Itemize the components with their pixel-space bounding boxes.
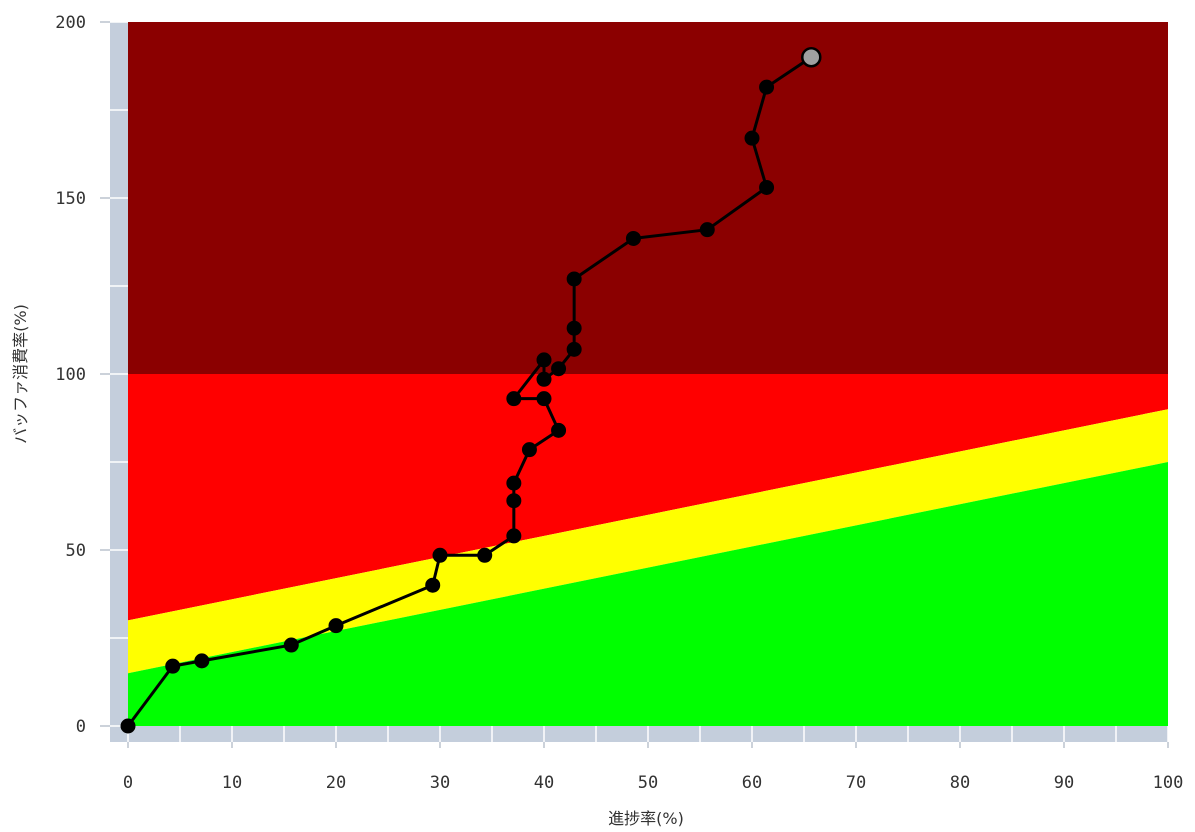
data-point	[328, 618, 344, 634]
data-point	[477, 547, 493, 563]
data-point	[625, 230, 641, 246]
data-point	[566, 341, 582, 357]
y-tick-label: 150	[55, 189, 86, 209]
data-point	[506, 475, 522, 491]
data-point	[506, 493, 522, 509]
x-tick-label: 20	[326, 773, 346, 793]
y-tick-label: 0	[76, 717, 86, 737]
data-point	[699, 222, 715, 238]
data-point	[744, 130, 760, 146]
data-point	[536, 371, 552, 387]
x-tick-label: 90	[1054, 773, 1074, 793]
zones-group	[128, 22, 1168, 726]
x-tick-label: 50	[638, 773, 658, 793]
y-tick-label: 100	[55, 365, 86, 385]
data-point	[425, 577, 441, 593]
x-tick-label: 70	[846, 773, 866, 793]
x-tick-label: 80	[950, 773, 970, 793]
y-tick-label: 200	[55, 13, 86, 33]
data-point	[759, 79, 775, 95]
zone-critical	[128, 22, 1168, 374]
data-point	[283, 637, 299, 653]
data-point	[536, 391, 552, 407]
data-point	[759, 179, 775, 195]
data-point	[551, 422, 567, 438]
data-point	[506, 528, 522, 544]
x-tick-label: 0	[123, 773, 133, 793]
x-tick-label: 30	[430, 773, 450, 793]
data-point	[120, 718, 136, 734]
data-point	[432, 547, 448, 563]
y-tick-label: 50	[66, 541, 86, 561]
data-point	[165, 658, 181, 674]
data-point	[506, 391, 522, 407]
x-tick-label: 60	[742, 773, 762, 793]
zone-green	[128, 462, 1168, 726]
data-point	[551, 361, 567, 377]
data-point	[536, 352, 552, 368]
data-point	[566, 320, 582, 336]
x-tick-label: 40	[534, 773, 554, 793]
data-point	[194, 653, 210, 669]
axes-group: 0 10 20 30 40 50 60 70 80 90 100 0 50 100 150 200	[55, 13, 1183, 793]
x-tick-label: 100	[1153, 773, 1184, 793]
y-axis-band	[110, 22, 128, 742]
x-axis-band	[110, 726, 1168, 742]
data-point	[521, 442, 537, 458]
x-tick-label: 10	[222, 773, 242, 793]
zone-yellow	[128, 409, 1168, 674]
series-group	[120, 46, 822, 734]
zone-red	[128, 374, 1168, 621]
last-data-point	[801, 46, 822, 68]
y-axis-title: バッファ消費率(%)	[11, 304, 30, 444]
data-point	[566, 271, 582, 287]
x-axis-title: 進捗率(%)	[608, 809, 684, 828]
